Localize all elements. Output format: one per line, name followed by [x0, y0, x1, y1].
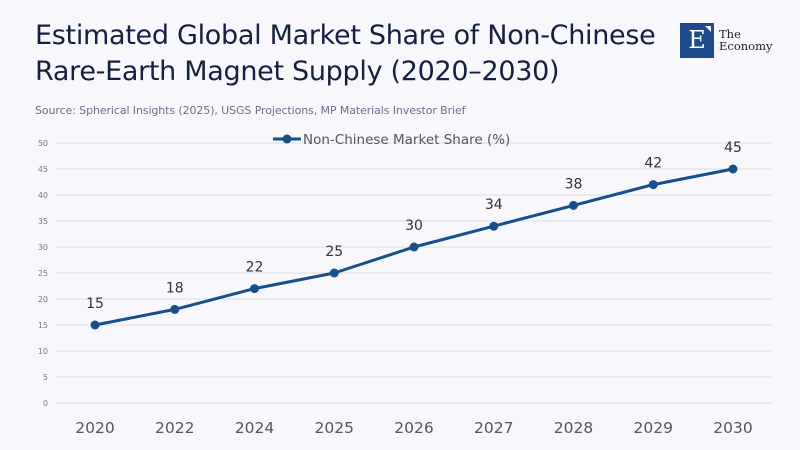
data-point-2030: [728, 164, 738, 174]
data-point-2025: [329, 268, 339, 278]
logo-e-icon: E: [680, 22, 714, 58]
series-non-chinese-market-share: [90, 164, 738, 330]
legend-dot-marker: [282, 134, 292, 144]
x-tick-label-2022: 2022: [155, 419, 194, 437]
x-tick-label-2024: 2024: [235, 419, 274, 437]
data-point-2029: [648, 180, 658, 190]
data-label-2024: 22: [246, 260, 264, 276]
x-axis-ticks: 2020 2022 2024 2025 2026 2027 2028 2029 2030: [75, 419, 752, 437]
y-axis-ticks: 0 5 10 15 20 25 30 35 40 45 50: [38, 139, 48, 408]
y-tick-label-20: 20: [38, 295, 48, 304]
logo-text-line-1: The: [719, 27, 741, 41]
y-tick-label-40: 40: [38, 191, 48, 200]
chart-title: Estimated Global Market Share of Non-Chi…: [35, 18, 656, 90]
y-tick-label-50: 50: [38, 139, 48, 148]
y-tick-label-15: 15: [38, 321, 48, 330]
data-label-2026: 30: [405, 218, 423, 234]
data-label-2027: 34: [485, 197, 503, 213]
data-point-2020: [90, 320, 100, 330]
x-tick-label-2029: 2029: [634, 419, 673, 437]
data-point-2024: [250, 284, 259, 294]
chart-title-line-1: Estimated Global Market Share of Non-Chi…: [35, 20, 656, 51]
y-tick-label-35: 35: [38, 217, 48, 226]
data-labels: 15 18 22 25 30 34 38 42 45: [86, 140, 742, 312]
x-tick-label-2026: 2026: [394, 419, 433, 437]
data-point-2027: [489, 221, 499, 231]
y-tick-label-0: 0: [43, 399, 48, 408]
x-tick-label-2027: 2027: [474, 419, 513, 437]
y-tick-label-30: 30: [38, 243, 48, 252]
data-point-2028: [569, 200, 578, 210]
data-label-2020: 15: [86, 296, 104, 312]
y-tick-label-25: 25: [38, 269, 48, 278]
legend: Non-Chinese Market Share (%): [273, 132, 510, 148]
y-tick-label-45: 45: [38, 165, 48, 174]
y-tick-label-5: 5: [43, 373, 48, 382]
gridlines: [56, 142, 773, 404]
logo-text: The Economy: [719, 28, 773, 52]
y-tick-label-10: 10: [38, 347, 48, 356]
chart-title-line-2: Rare-Earth Magnet Supply (2020–2030): [35, 56, 560, 87]
data-label-2029: 42: [644, 156, 662, 172]
legend-label: Non-Chinese Market Share (%): [303, 132, 510, 148]
data-point-2022: [170, 304, 180, 314]
x-tick-label-2028: 2028: [554, 419, 593, 437]
data-label-2022: 18: [166, 280, 184, 296]
data-label-2025: 25: [325, 244, 343, 260]
the-economy-logo: E The Economy: [680, 22, 773, 58]
data-point-2026: [409, 242, 419, 252]
data-label-2030: 45: [724, 140, 742, 156]
logo-text-line-2: Economy: [719, 39, 773, 53]
x-tick-label-2020: 2020: [75, 419, 114, 437]
x-tick-label-2030: 2030: [713, 419, 752, 437]
x-tick-label-2025: 2025: [315, 419, 354, 437]
data-label-2028: 38: [565, 176, 583, 192]
chart-source-subtitle: Source: Spherical Insights (2025), USGS …: [35, 104, 466, 117]
